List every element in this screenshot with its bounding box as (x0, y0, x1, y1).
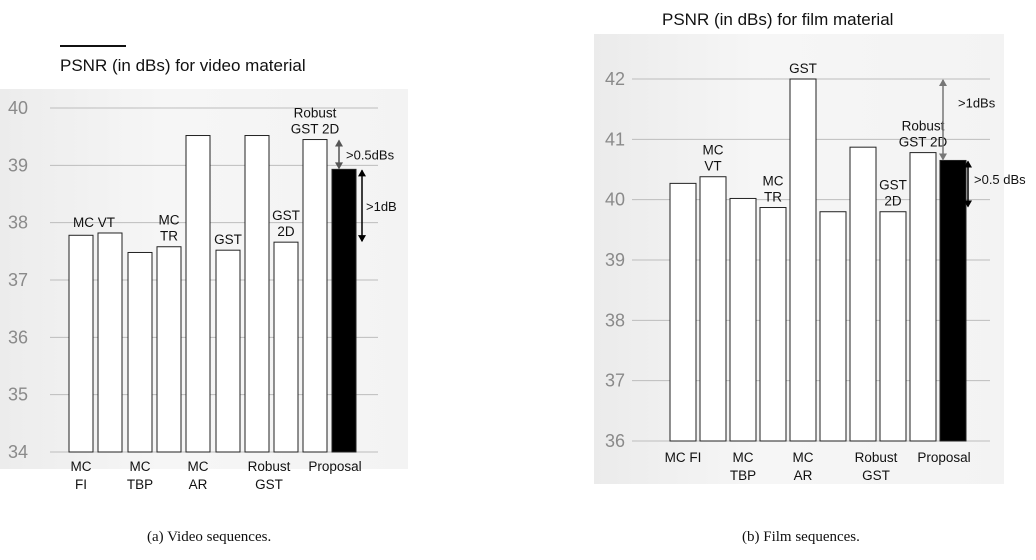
x-axis-label: Robust GST (248, 459, 291, 492)
arrow-head (939, 79, 947, 86)
bar-mc-tbp (127, 251, 153, 453)
annotation-label: >1dB (366, 199, 397, 214)
bar-label: GST (789, 61, 817, 76)
x-axis-label: MC AR (793, 450, 814, 483)
annotation-label: >1dBs (958, 96, 996, 111)
figure-caption: (b) Film sequences. (742, 529, 860, 545)
arrow-head (335, 139, 343, 147)
bar-gst (215, 249, 241, 453)
figure-caption: (a) Video sequences. (147, 529, 272, 545)
arrow-head (964, 200, 972, 208)
x-axis-label: MC TBP (730, 450, 756, 483)
x-axis-label: MC AR (188, 459, 209, 492)
annotation-label: >0.5 dBs (974, 172, 1026, 187)
y-tick-label: 34 (8, 442, 28, 462)
bar-mc-ar (789, 78, 817, 442)
annotation-label: >0.5dBs (346, 147, 395, 162)
y-tick-label: 42 (605, 69, 625, 89)
bar-gst-2d (879, 211, 907, 442)
bar-robust-gst-2d (909, 152, 937, 442)
arrow-head (358, 169, 366, 177)
y-tick-label: 35 (8, 385, 28, 405)
bar-mc-tr (156, 246, 182, 453)
y-tick-label: 38 (8, 213, 28, 233)
bar-label: GST 2D (879, 178, 907, 209)
arrow-head (964, 160, 972, 168)
y-tick-label: 40 (605, 190, 625, 210)
y-tick-label: 37 (605, 371, 625, 391)
chart-title: PSNR (in dBs) for video material (60, 56, 306, 75)
bar-proposal (331, 168, 357, 453)
y-tick-label: 40 (8, 98, 28, 118)
bar-chart-film: 36 37 38 39 40 41 42 MC VT MC TR GST GST 2D Robust GST … (605, 61, 1026, 483)
bar-robust-gst-2d (302, 139, 328, 453)
bar-label: MC TR (159, 213, 180, 244)
bar-label: Robust GST 2D (899, 119, 948, 150)
bar-label: MC VT (73, 215, 115, 230)
bar-mc-vt (97, 232, 123, 453)
bar-label: MC VT (703, 143, 724, 174)
bar-proposal (939, 159, 967, 442)
bar-mc-vt (699, 176, 727, 442)
bar-mc-tr (759, 207, 787, 442)
y-tick-label: 36 (605, 431, 625, 451)
bar-label: GST 2D (272, 208, 300, 239)
bar-chart-video: 34 35 36 37 38 39 40 MC VT MC TR GST GST 2D Robust GST… (8, 98, 397, 492)
x-axis-label: MC FI (71, 459, 92, 492)
bar-label: MC TR (763, 174, 784, 205)
y-tick-label: 37 (8, 270, 28, 290)
arrow-head (335, 162, 343, 170)
x-axis-label: MC TBP (127, 459, 153, 492)
x-axis-label: Proposal (917, 450, 970, 465)
bar-mc-fi (68, 234, 94, 453)
bar-label: GST (214, 232, 242, 247)
y-tick-label: 39 (8, 155, 28, 175)
bar-label: Robust GST 2D (291, 106, 340, 137)
bar-robust-gst (849, 146, 877, 442)
x-axis-label: Robust GST (855, 450, 898, 483)
title-rule (60, 45, 126, 47)
y-tick-label: 38 (605, 310, 625, 330)
bar-mc-ar (185, 135, 211, 453)
y-tick-label: 41 (605, 129, 625, 149)
x-axis-label: MC FI (665, 450, 702, 465)
arrow-head (939, 153, 947, 161)
bar-gst-2d (273, 241, 299, 453)
bar-robust-gst (244, 135, 270, 453)
y-tick-label: 39 (605, 250, 625, 270)
y-tick-label: 36 (8, 327, 28, 347)
bar-mc-tbp (729, 197, 757, 442)
x-axis-label: Proposal (308, 459, 361, 474)
arrow-head (358, 235, 366, 243)
bar-gst (819, 211, 847, 442)
chart-title: PSNR (in dBs) for film material (662, 10, 894, 29)
bar-mc-fi (669, 182, 697, 442)
